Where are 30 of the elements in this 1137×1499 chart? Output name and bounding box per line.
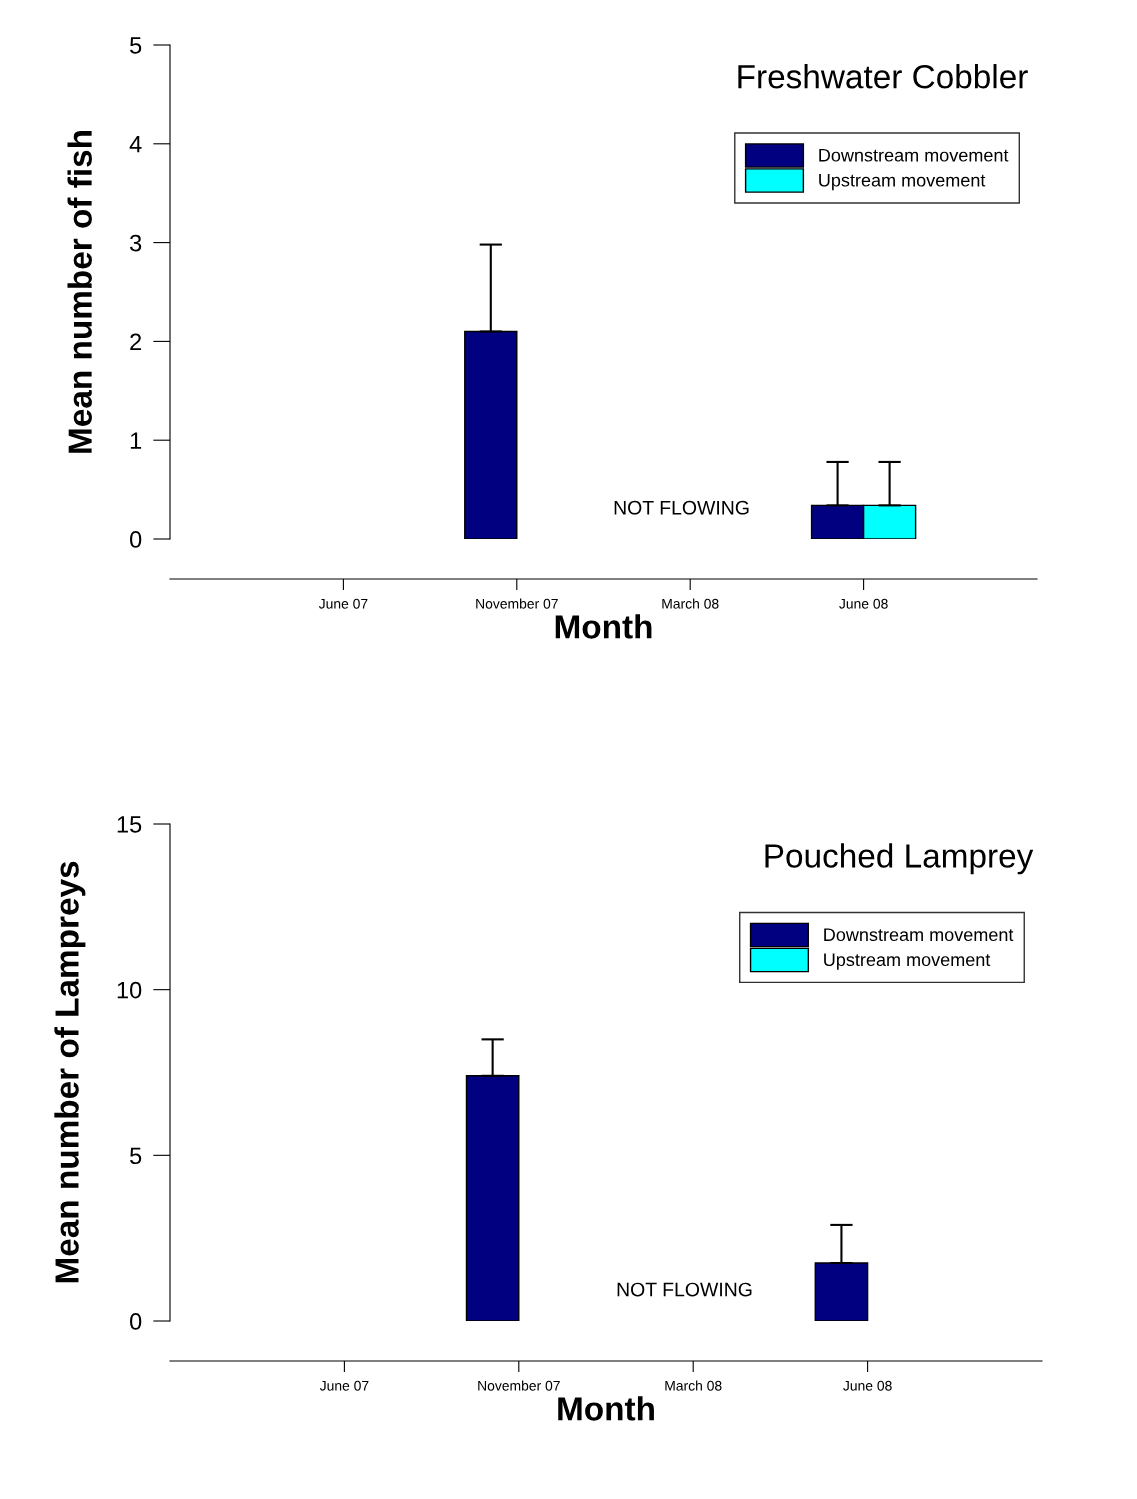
y-tick-label: 10 [117, 981, 142, 999]
y-tick-label: 2 [130, 333, 142, 350]
y-tick-label: 3 [129, 234, 142, 252]
y-tick-label: 1 [130, 432, 142, 449]
annotation: NOT FLOWING [617, 1282, 752, 1297]
y-tick-label: 15 [117, 816, 142, 833]
y-tick-label: 0 [130, 1313, 142, 1330]
x-tick-label: March 08 [665, 1380, 722, 1391]
x-tick-label: June 08 [839, 598, 888, 609]
legend-label: Downstream movement [819, 148, 1009, 162]
x-tick-label: November 07 [476, 598, 558, 609]
x-tick-label: June 07 [319, 1380, 369, 1391]
y-axis-title: Mean number of Lampreys [54, 861, 86, 1283]
legend-label: Downstream movement [824, 928, 1014, 942]
y-tick-label: 0 [130, 531, 142, 548]
text: Pouched Lamprey [765, 843, 1034, 875]
y-tick-label: 5 [130, 1147, 142, 1165]
legend-label: Upstream movement [819, 174, 986, 191]
x-axis-title: Month [558, 1396, 654, 1421]
legend-label: Upstream movement [824, 953, 991, 970]
x-axis-title: Month [555, 614, 652, 639]
y-axis-title: Mean number of fish [67, 131, 92, 453]
x-tick-label: June 07 [318, 598, 368, 609]
y-tick-label: 5 [130, 37, 142, 54]
x-tick-label: June 08 [843, 1380, 892, 1391]
y-tick-label: 4 [129, 136, 142, 153]
chart-title: Freshwater Cobbler [738, 64, 1028, 89]
x-tick-label: November 07 [478, 1380, 560, 1391]
x-tick-label: March 08 [662, 598, 719, 609]
annotation: NOT FLOWING [614, 500, 749, 515]
